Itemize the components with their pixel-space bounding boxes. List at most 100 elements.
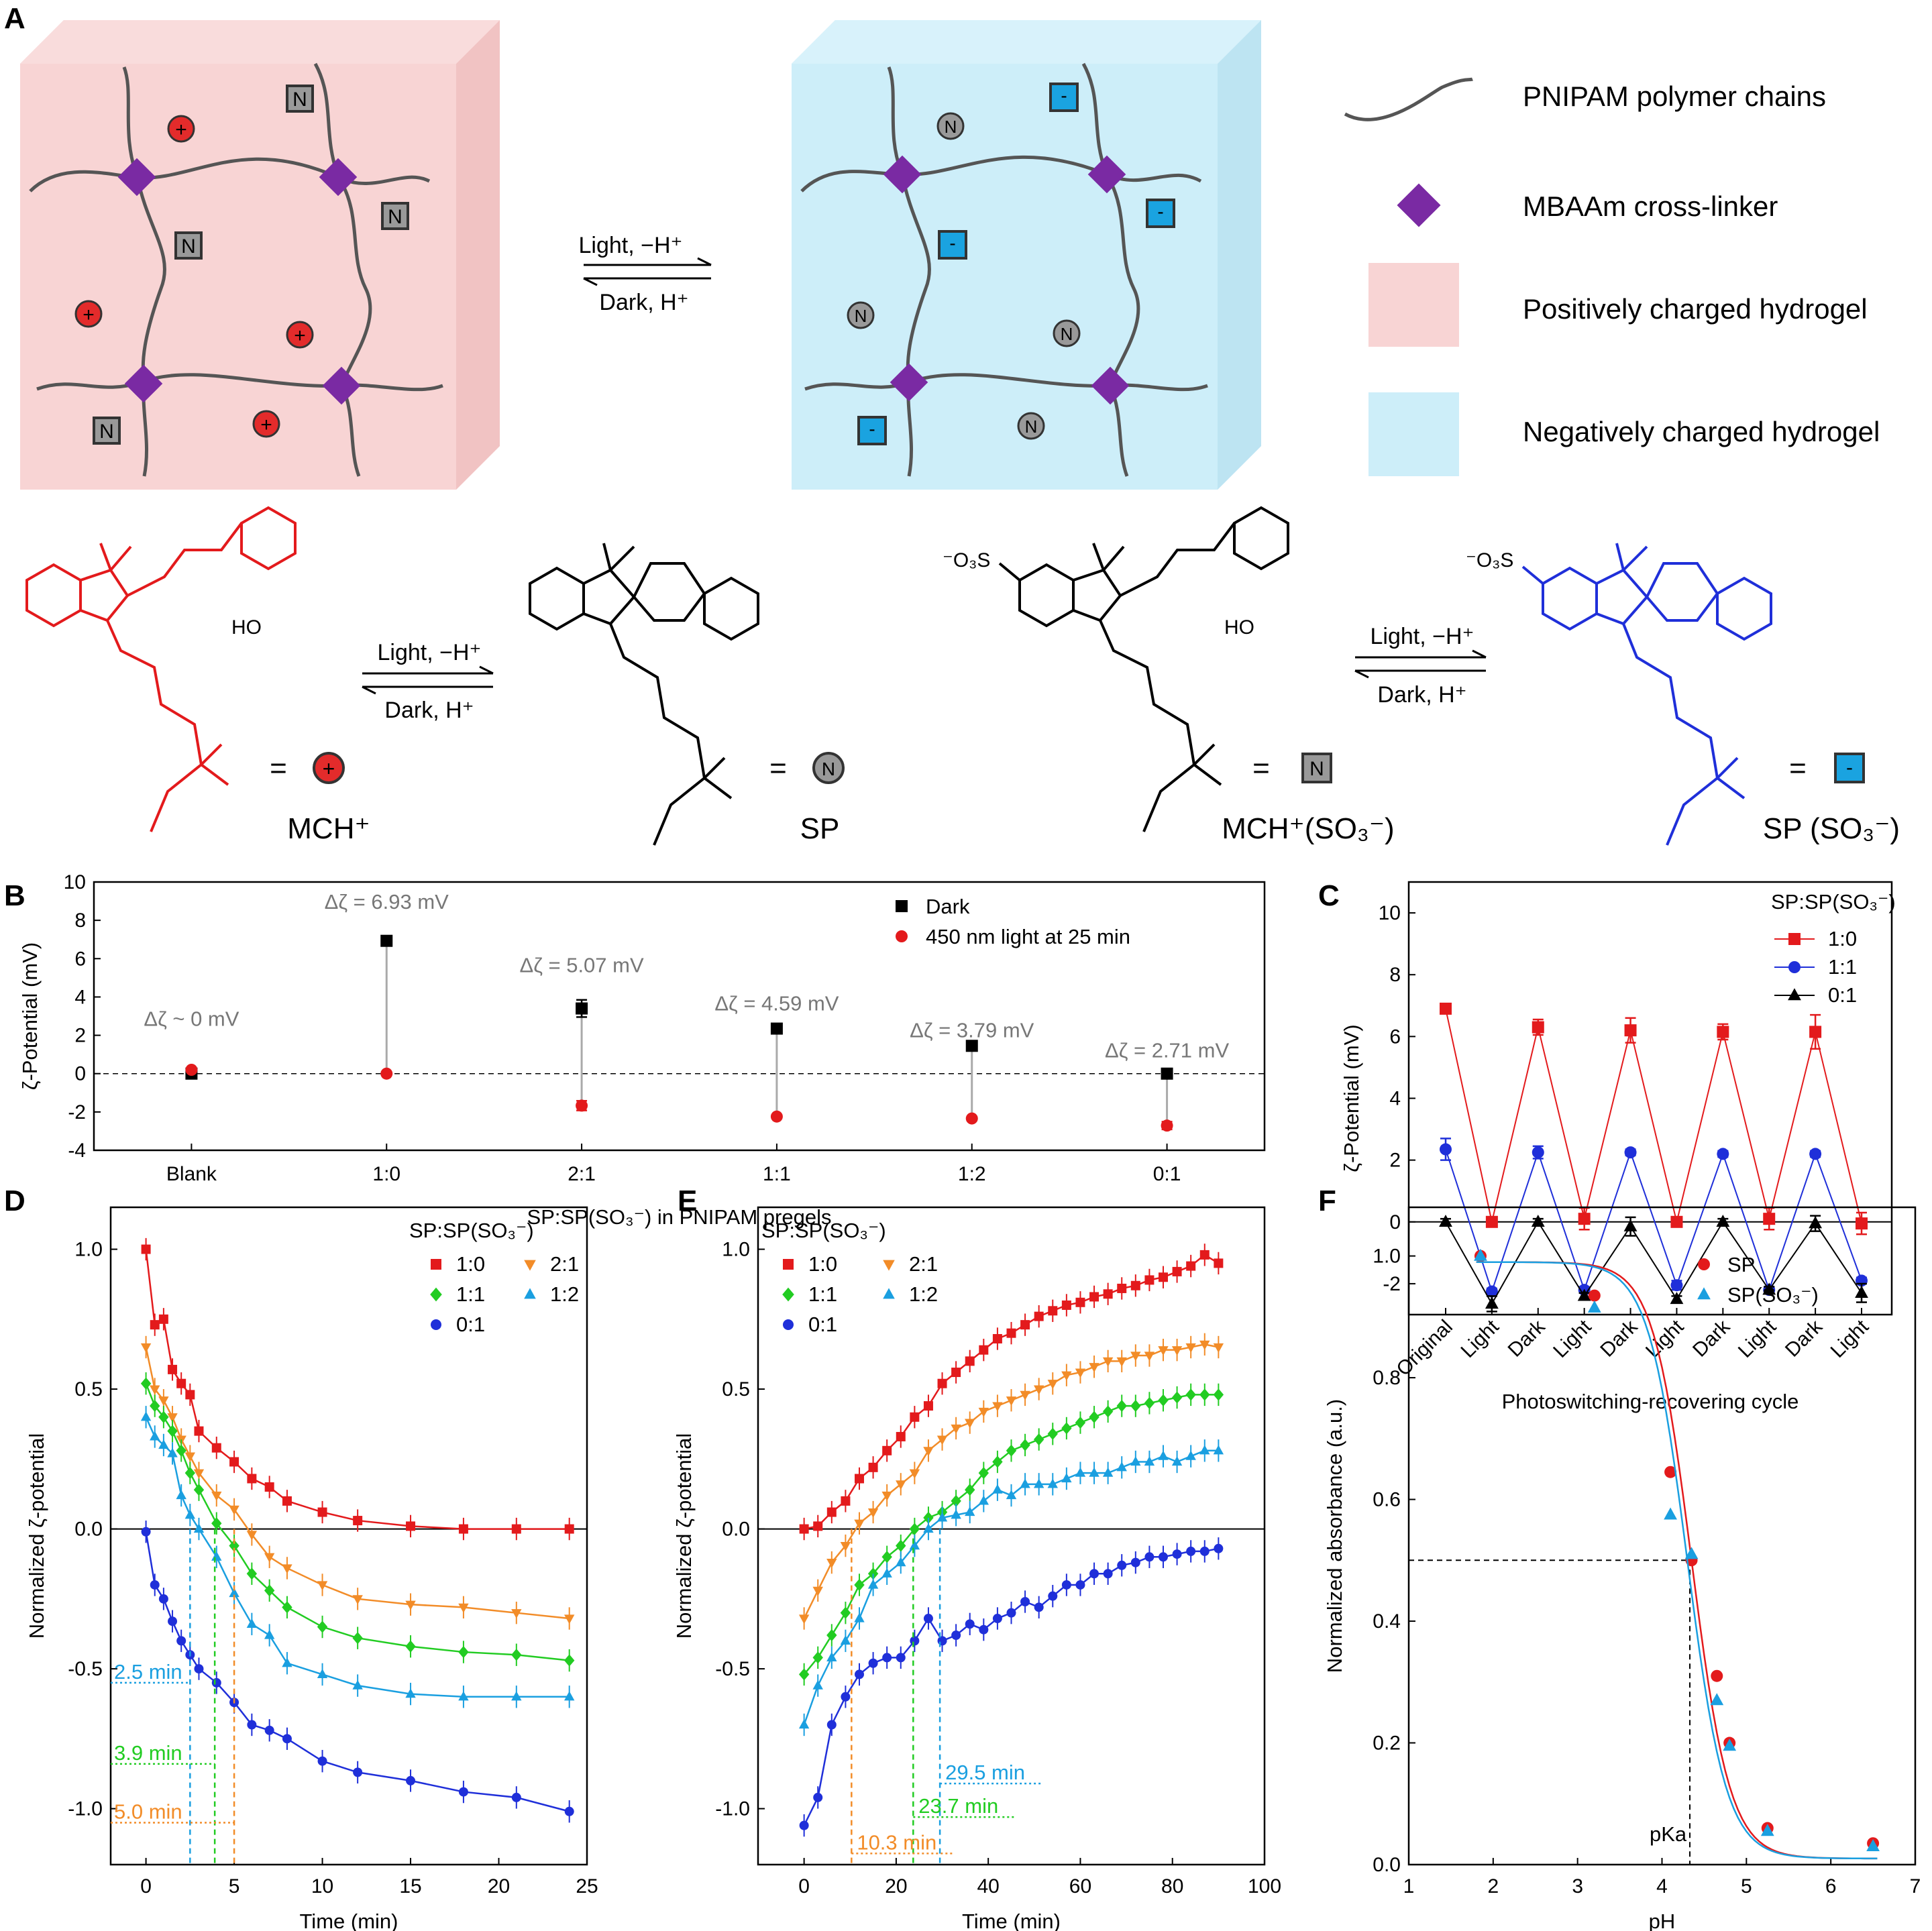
series-line-1:0 xyxy=(1445,1008,1862,1224)
chart-d: -1.0 -0.5 0.0 0.5 1.0 0 5 10 15 20 25 Time (min) Nor… xyxy=(25,1206,598,1931)
data-point-1:0 xyxy=(1130,1280,1140,1290)
legend-marker xyxy=(783,1259,794,1270)
data-point-1:2 xyxy=(978,1495,989,1505)
data-point-1:2 xyxy=(511,1691,522,1701)
x-tick-label: 6 xyxy=(1825,1875,1837,1897)
data-point-1:1 xyxy=(150,1399,160,1413)
data-point-1:0 xyxy=(1532,1021,1544,1034)
data-point-1:0 xyxy=(1020,1320,1030,1330)
data-point-1:2 xyxy=(1213,1445,1224,1455)
data-point-1:0 xyxy=(406,1521,416,1531)
legend-label-spso3: SP(SO₃⁻) xyxy=(1727,1283,1819,1307)
data-point-Dark xyxy=(576,1002,588,1015)
y-tick-label: 0.2 xyxy=(1373,1732,1401,1755)
data-point-1:0 xyxy=(1006,1328,1016,1338)
data-point-1:1 xyxy=(965,1484,975,1496)
sp-name: SP xyxy=(800,812,840,845)
data-point-2:1 xyxy=(798,1614,810,1624)
y-tick-label: 0.6 xyxy=(1373,1489,1401,1511)
data-point-2:1 xyxy=(564,1614,575,1624)
data-point-2:1 xyxy=(229,1505,239,1515)
legend-label-sp: SP xyxy=(1727,1253,1755,1276)
y-tick-label: 0.5 xyxy=(722,1378,750,1400)
data-point-0:1 xyxy=(353,1767,363,1777)
data-point-1:2 xyxy=(1102,1467,1114,1477)
data-point-1:0 xyxy=(923,1401,933,1411)
data-point-0:1 xyxy=(458,1787,468,1797)
data-point-2:1 xyxy=(1130,1351,1141,1362)
data-point-0:1 xyxy=(855,1669,864,1679)
data-point-0:1 xyxy=(1855,1285,1868,1298)
data-point-1:2 xyxy=(965,1506,975,1516)
data-point-1:0 xyxy=(1809,1026,1822,1038)
data-point-1:0 xyxy=(937,1378,947,1388)
data-point-1:1 xyxy=(511,1649,522,1661)
y-tick-label: 0.0 xyxy=(1373,1854,1401,1876)
data-point-2:1 xyxy=(193,1469,205,1479)
legend-marker xyxy=(431,1319,441,1330)
time-annotation: 2.5 min xyxy=(114,1660,182,1684)
data-point-Dark xyxy=(770,1022,783,1035)
crosslinkers-negative xyxy=(883,155,1130,405)
x-axis-label: pH xyxy=(1649,1910,1676,1931)
data-point-1:0 xyxy=(1048,1306,1058,1316)
data-point-1:0 xyxy=(158,1314,168,1324)
data-point-2:1 xyxy=(167,1413,178,1423)
data-point-1:0 xyxy=(564,1524,574,1534)
data-point-1:1 xyxy=(1061,1422,1072,1435)
legend-label: 1:2 xyxy=(909,1282,938,1306)
mol-arrow1-top: Light, −H⁺ xyxy=(378,640,482,665)
data-point-0:1 xyxy=(992,1614,1002,1624)
data-point-2:1 xyxy=(840,1541,851,1551)
data-point-1:2 xyxy=(1020,1478,1030,1488)
data-point-2:1 xyxy=(812,1586,823,1596)
x-tick-label: 3 xyxy=(1572,1875,1583,1897)
legend-label: 1:1 xyxy=(1828,955,1857,979)
data-point-1:2 xyxy=(1199,1445,1210,1455)
data-point-1:1 xyxy=(158,1411,169,1423)
eq-4: = xyxy=(1789,752,1807,785)
y-tick-label: 4 xyxy=(74,986,86,1008)
y-axis-label: Normalized ζ-potential xyxy=(672,1433,696,1639)
data-point-1:0 xyxy=(1061,1300,1071,1310)
svg-text:-: - xyxy=(869,419,875,439)
data-point-1:0 xyxy=(1624,1024,1637,1037)
svg-text:N: N xyxy=(292,89,307,111)
data-point-1:2 xyxy=(193,1523,205,1533)
mol-arrow2-top: Light, −H⁺ xyxy=(1371,624,1474,649)
sp-so3-label: ⁻O₃S xyxy=(1466,549,1513,571)
data-point-0:1 xyxy=(1809,1216,1823,1229)
data-point-SP xyxy=(1588,1289,1601,1302)
legend-marker xyxy=(524,1288,536,1299)
data-point-1:2 xyxy=(317,1669,328,1679)
x-tick-label: 60 xyxy=(1069,1875,1091,1897)
mch-so3-label: ⁻O₃S xyxy=(943,549,990,571)
x-tick-label: Light xyxy=(1734,1315,1781,1362)
y-tick-label: 0.0 xyxy=(74,1519,103,1541)
data-point-1:1 xyxy=(1213,1388,1224,1401)
x-tick-label: 0:1 xyxy=(1153,1163,1181,1185)
data-point-0:1 xyxy=(1531,1214,1545,1227)
data-point-0:1 xyxy=(1439,1214,1452,1227)
x-tick-label: Light xyxy=(1456,1315,1503,1362)
svg-text:N: N xyxy=(1061,324,1073,344)
data-point-0:1 xyxy=(910,1636,920,1646)
y-tick-label: -1.0 xyxy=(68,1798,103,1820)
mch-symbol: + xyxy=(323,757,335,781)
time-annotation: 5.0 min xyxy=(114,1800,182,1823)
data-point-0:1 xyxy=(1034,1602,1044,1612)
legend-marker xyxy=(1788,988,1801,1001)
data-point-0:1 xyxy=(150,1580,160,1590)
data-point-Dark xyxy=(965,1040,978,1052)
y-tick-label: -4 xyxy=(68,1140,86,1162)
molecule-mch: HO xyxy=(25,506,297,832)
data-point-0:1 xyxy=(1172,1549,1182,1559)
data-point-1:1 xyxy=(1047,1427,1058,1440)
x-tick-label: 1 xyxy=(1403,1875,1415,1897)
x-tick-label: Dark xyxy=(1596,1315,1642,1362)
y-tick-label: 0.4 xyxy=(1373,1610,1401,1633)
data-point-1:2 xyxy=(246,1618,258,1628)
data-point-1:0 xyxy=(511,1524,521,1534)
eq-3: = xyxy=(1252,752,1270,785)
data-point-1:1 xyxy=(896,1539,906,1552)
